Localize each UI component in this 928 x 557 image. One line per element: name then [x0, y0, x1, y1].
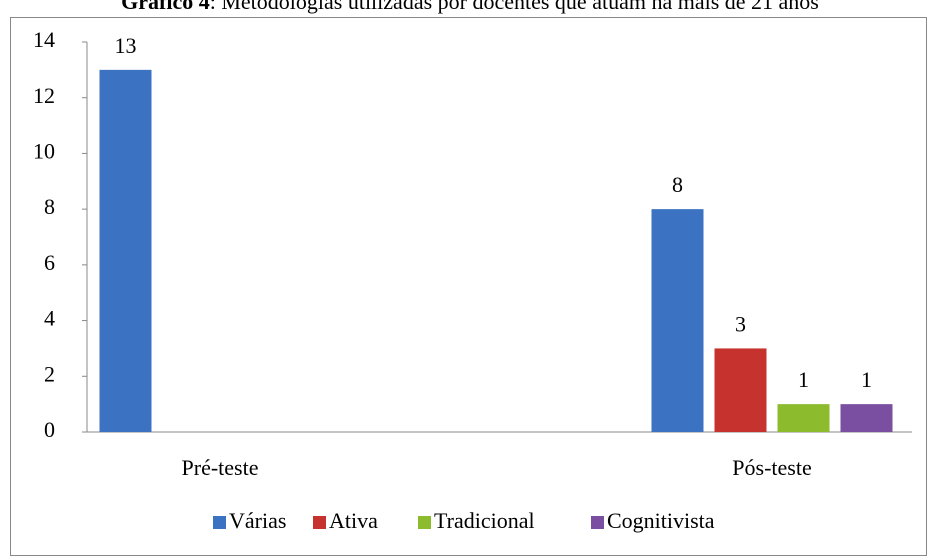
y-tick-label: 0: [44, 417, 55, 442]
bar: [777, 404, 830, 432]
chart-title: : Metodologias utilizadas por docentes q…: [210, 0, 819, 14]
data-label: 3: [735, 311, 746, 336]
legend-label: Tradicional: [434, 508, 535, 533]
data-label: 1: [861, 367, 872, 392]
legend-swatch: [313, 516, 326, 529]
chart-border: [10, 17, 927, 556]
y-tick-label: 8: [44, 194, 55, 219]
bar: [99, 69, 152, 432]
legend-label: Ativa: [329, 508, 378, 533]
legend-swatch: [213, 516, 226, 529]
bar: [651, 209, 704, 432]
x-tick-label: Pré-teste: [182, 455, 259, 480]
y-tick-label: 2: [44, 361, 55, 386]
bar: [840, 404, 893, 432]
data-label: 13: [115, 33, 137, 58]
x-tick-label: Pós-teste: [732, 455, 811, 480]
y-tick-label: 14: [33, 27, 55, 52]
legend-swatch: [418, 516, 431, 529]
y-tick-label: 12: [33, 83, 55, 108]
legend-swatch: [591, 516, 604, 529]
chart-title-number: Gráfico 4: [121, 0, 210, 14]
y-tick-label: 10: [33, 138, 55, 163]
legend-label: Várias: [229, 508, 286, 533]
data-label: 8: [672, 172, 683, 197]
y-tick-label: 4: [44, 306, 55, 331]
data-label: 1: [798, 367, 809, 392]
y-tick-label: 6: [44, 250, 55, 275]
chart-title-group: Gráfico 4: Metodologias utilizadas por d…: [121, 0, 819, 14]
bar: [714, 348, 767, 432]
legend-label: Cognitivista: [607, 508, 715, 533]
